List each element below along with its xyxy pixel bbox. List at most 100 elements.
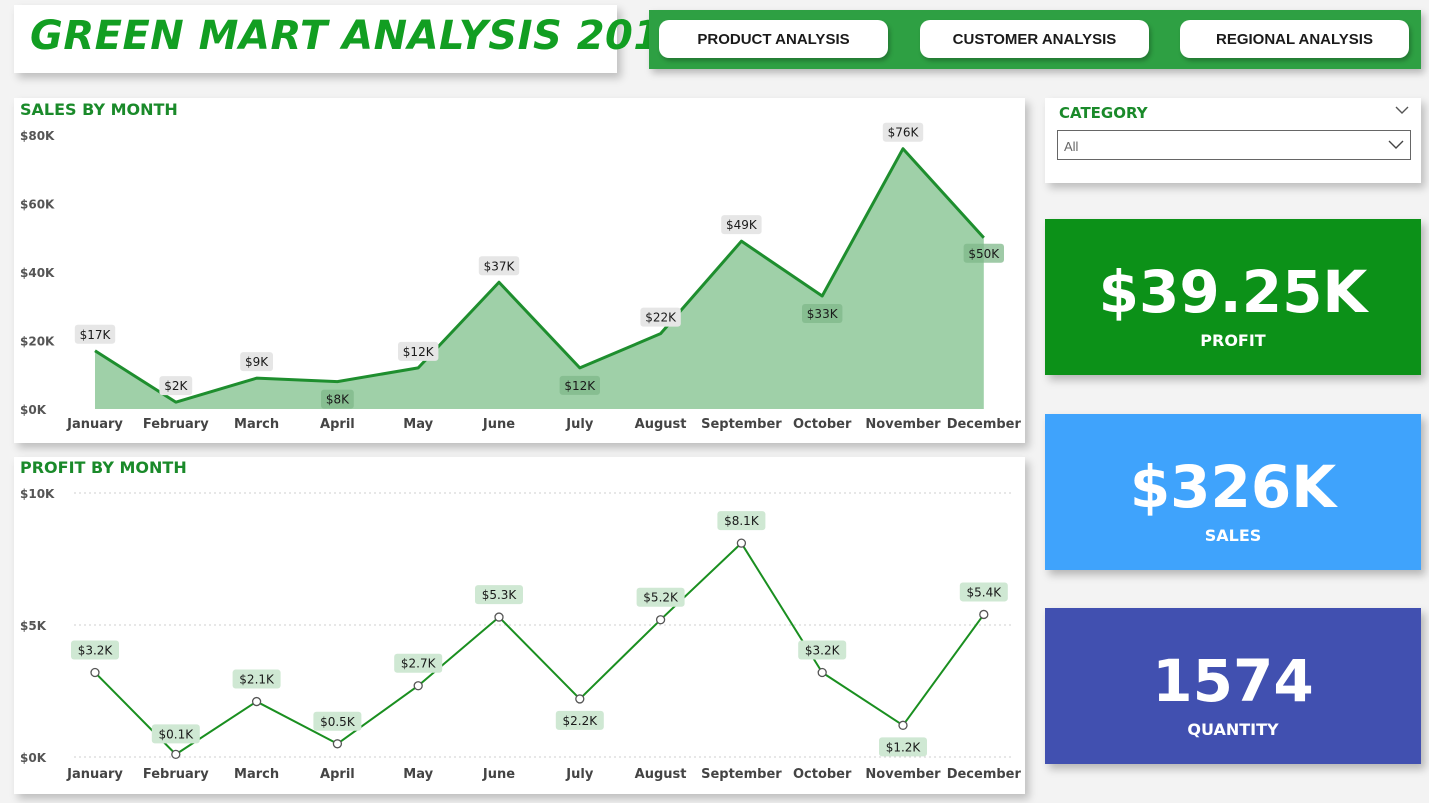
x-tick-label: March [234, 767, 279, 782]
svg-text:$33K: $33K [807, 307, 839, 321]
y-tick-label: $0K [20, 751, 47, 765]
profit-data-label: $0.1K [151, 724, 200, 744]
profit-data-point[interactable] [90, 667, 100, 678]
y-tick-label: $40K [20, 266, 55, 280]
profit-data-label: $2.2K [555, 710, 604, 730]
x-tick-label: February [143, 767, 209, 782]
title-card: GREEN MART ANALYSIS 2017 [14, 5, 690, 73]
svg-text:$2.7K: $2.7K [401, 657, 437, 671]
svg-text:$76K: $76K [888, 126, 920, 140]
customer-analysis-button[interactable]: CUSTOMER ANALYSIS [920, 20, 1149, 58]
profit-data-label: $1.2K [879, 737, 927, 757]
sales-area-fill [95, 148, 984, 409]
sales-kpi-label: SALES [1204, 526, 1262, 545]
sales-data-label: $33K [802, 303, 843, 323]
profit-data-point[interactable] [494, 612, 504, 622]
svg-text:$12K: $12K [403, 345, 435, 359]
svg-text:$22K: $22K [645, 311, 677, 325]
profit-data-label: $0.5K [313, 711, 362, 731]
profit-data-label: $2.1K [232, 669, 281, 689]
category-slicer: CATEGORY All [1045, 98, 1421, 183]
profit-kpi-value: $39.25K [1098, 258, 1368, 326]
sales-data-label: $50K [963, 243, 1004, 263]
svg-text:$1.2K: $1.2K [886, 740, 922, 754]
profit-kpi-label: PROFIT [1200, 331, 1266, 350]
sales-data-label: $49K [721, 215, 762, 235]
quantity-kpi-card: 1574 QUANTITY [1045, 608, 1421, 764]
sales-data-label: $17K [74, 324, 116, 344]
x-tick-label: June [482, 417, 515, 432]
x-tick-label: July [565, 417, 594, 432]
quantity-kpi-label: QUANTITY [1187, 720, 1279, 739]
svg-text:$12K: $12K [564, 379, 596, 393]
navigation-bar: PRODUCT ANALYSIS CUSTOMER ANALYSIS REGIO… [649, 10, 1421, 69]
profit-data-point[interactable] [413, 681, 423, 691]
sales-data-label: $76K [882, 122, 924, 142]
y-tick-label: $60K [20, 198, 55, 212]
sales-data-label: $22K [640, 307, 681, 327]
x-tick-label: November [865, 767, 941, 782]
profit-data-point[interactable] [575, 694, 585, 704]
svg-text:$9K: $9K [245, 355, 269, 369]
profit-data-label: $5.3K [475, 585, 523, 605]
profit-data-point[interactable] [736, 538, 747, 548]
profit-data-point[interactable] [171, 749, 181, 760]
x-tick-label: November [865, 417, 941, 432]
svg-text:$5.2K: $5.2K [643, 591, 679, 605]
product-analysis-button[interactable]: PRODUCT ANALYSIS [659, 20, 888, 58]
sales-data-label: $8K [321, 389, 354, 409]
x-tick-label: December [947, 417, 1022, 432]
svg-text:$2.1K: $2.1K [239, 673, 275, 687]
profit-data-label: $5.4K [959, 582, 1008, 602]
profit-series-line [94, 542, 985, 756]
category-dropdown[interactable]: All [1057, 130, 1411, 160]
x-tick-label: August [635, 767, 687, 782]
svg-text:$0.5K: $0.5K [320, 715, 356, 729]
y-tick-label: $0K [20, 403, 47, 417]
x-tick-label: April [320, 417, 355, 432]
svg-text:$2K: $2K [164, 379, 188, 393]
x-tick-label: June [482, 767, 515, 782]
slicer-title: CATEGORY [1059, 104, 1148, 122]
sales-by-month-chart: SALES BY MONTH $0K $20K $40K $60K $80K $17K $2… [14, 98, 1025, 443]
svg-text:$3.2K: $3.2K [805, 644, 841, 658]
svg-text:$50K: $50K [968, 247, 1000, 261]
x-tick-label: February [143, 417, 209, 432]
profit-data-point[interactable] [251, 696, 262, 707]
svg-text:$8K: $8K [326, 393, 350, 407]
profit-data-point[interactable] [817, 667, 827, 678]
x-tick-label: September [701, 767, 782, 782]
sales-data-label: $9K [240, 352, 273, 372]
profit-data-point[interactable] [332, 739, 343, 749]
x-tick-label: September [701, 417, 782, 432]
regional-analysis-button[interactable]: REGIONAL ANALYSIS [1180, 20, 1409, 58]
quantity-kpi-value: 1574 [1152, 647, 1314, 715]
x-tick-label: July [565, 767, 594, 782]
collapse-chevron-icon[interactable] [1395, 104, 1409, 119]
sales-kpi-card: $326K SALES [1045, 414, 1421, 570]
x-tick-label: January [66, 767, 123, 782]
category-dropdown-value: All [1064, 139, 1079, 154]
svg-text:$0.1K: $0.1K [159, 727, 195, 741]
profit-data-label: $3.2K [71, 640, 119, 660]
sales-data-label: $12K [398, 341, 439, 361]
svg-text:$8.1K: $8.1K [724, 514, 760, 528]
svg-text:$3.2K: $3.2K [78, 644, 114, 658]
sales-chart-svg: $0K $20K $40K $60K $80K $17K $2K $9K $8K $12K $37K… [20, 122, 1022, 432]
svg-text:$5.4K: $5.4K [967, 585, 1003, 599]
profit-data-point[interactable] [655, 615, 666, 625]
sales-data-label: $12K [559, 375, 600, 395]
x-tick-label: October [793, 417, 852, 432]
svg-text:$37K: $37K [484, 259, 516, 273]
profit-by-month-chart: PROFIT BY MONTH $0K $5K $10K $3.2K $0.1K $2.1… [14, 457, 1025, 794]
sales-chart-title: SALES BY MONTH [20, 100, 178, 119]
profit-data-point[interactable] [979, 609, 989, 620]
y-tick-label: $5K [20, 619, 47, 633]
y-tick-label: $20K [20, 335, 55, 349]
profit-data-point[interactable] [898, 720, 908, 730]
profit-chart-title: PROFIT BY MONTH [20, 458, 187, 477]
chevron-down-icon [1388, 136, 1404, 155]
x-tick-label: January [66, 417, 123, 432]
sales-kpi-value: $326K [1129, 453, 1337, 521]
x-tick-label: December [947, 767, 1022, 782]
